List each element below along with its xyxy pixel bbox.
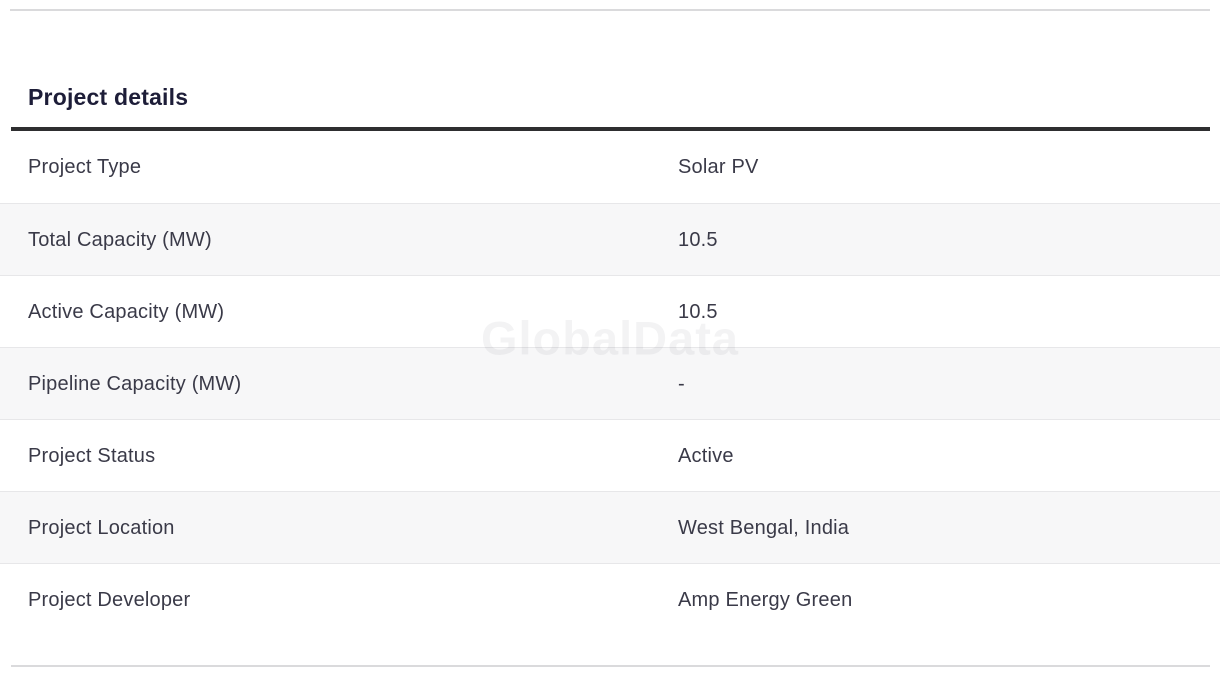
row-value: 10.5 [678,228,718,251]
table-row-active-capacity: Active Capacity (MW) 10.5 [0,275,1220,347]
row-label: Project Location [28,516,175,539]
table-row-total-capacity: Total Capacity (MW) 10.5 [0,203,1220,275]
row-label: Active Capacity (MW) [28,300,225,323]
row-value: Active [678,444,734,467]
table-row-project-type: Project Type Solar PV [0,131,1220,203]
page-title: Project details [28,84,189,110]
bottom-section-divider [11,665,1210,667]
row-label: Project Status [28,444,156,467]
row-label: Total Capacity (MW) [28,228,212,251]
row-label: Project Developer [28,588,191,611]
project-details-table: Project Type Solar PV Total Capacity (MW… [0,131,1220,635]
table-row-project-status: Project Status Active [0,419,1220,491]
row-value: Amp Energy Green [678,588,853,611]
top-section-divider [10,9,1210,11]
table-row-project-location: Project Location West Bengal, India [0,491,1220,563]
row-value: - [678,372,685,395]
table-row-pipeline-capacity: Pipeline Capacity (MW) - [0,347,1220,419]
row-value: West Bengal, India [678,516,850,539]
table-row-project-developer: Project Developer Amp Energy Green [0,563,1220,635]
row-value: 10.5 [678,300,718,323]
row-label: Project Type [28,156,142,178]
row-value: Solar PV [678,156,759,178]
title-rule [11,127,1210,131]
row-label: Pipeline Capacity (MW) [28,372,242,395]
